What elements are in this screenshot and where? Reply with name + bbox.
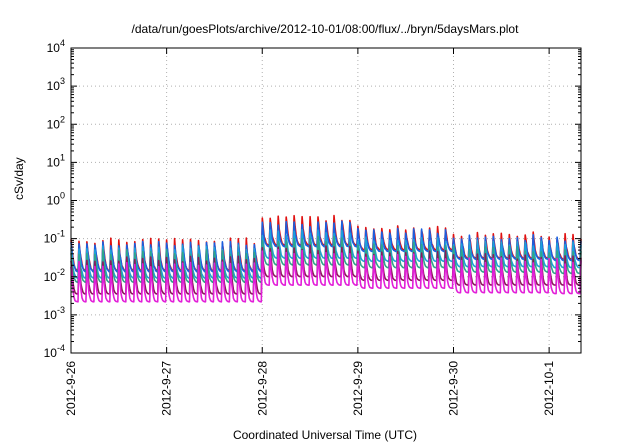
x-axis-label: Coordinated Universal Time (UTC) <box>232 428 418 442</box>
y-tick-label: 101 <box>47 152 65 169</box>
x-tick-label: 2012-9-26 <box>64 361 78 416</box>
x-tick-label: 2012-9-30 <box>447 361 461 416</box>
series-line-3 <box>70 235 582 284</box>
y-tick-label: 100 <box>47 191 65 208</box>
y-tick-label: 10-1 <box>44 229 65 246</box>
grid-lines <box>70 48 581 353</box>
y-tick-label: 10-2 <box>44 267 65 284</box>
x-tick-label: 2012-10-1 <box>542 361 556 416</box>
chart-title: /data/run/goesPlots/archive/2012-10-01/0… <box>131 22 519 36</box>
y-tick-label: 102 <box>47 114 65 131</box>
series-line-1 <box>70 220 582 273</box>
x-tick-label: 2012-9-27 <box>160 361 174 416</box>
series-line-5 <box>70 248 582 303</box>
y-tick-label: 104 <box>47 38 65 55</box>
y-tick-label: 10-4 <box>44 343 65 360</box>
series-group <box>70 214 582 303</box>
y-tick-label: 103 <box>47 76 65 93</box>
axis-ticks: 10-4 10-3 10-2 10-1 100 101 102 103 104 2012-9-26… <box>44 38 581 416</box>
x-tick-label: 2012-9-28 <box>255 361 269 416</box>
series-line-4 <box>70 244 582 295</box>
x-tick-label: 2012-9-29 <box>351 361 365 416</box>
y-tick-label: 10-3 <box>44 305 65 322</box>
series-line-2 <box>70 228 582 280</box>
